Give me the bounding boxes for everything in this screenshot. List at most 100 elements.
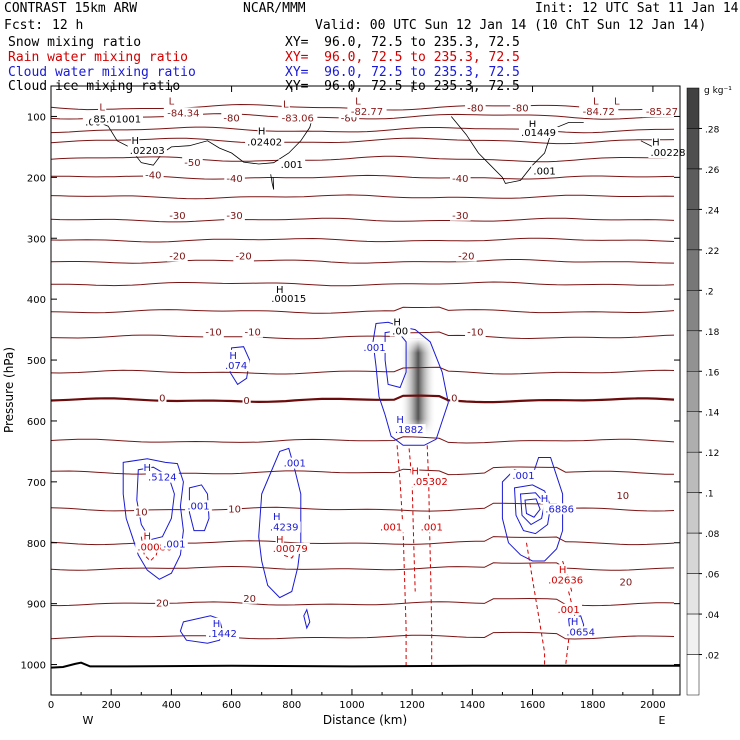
extremum-label-bg [143, 461, 152, 473]
rain-contour [426, 445, 433, 666]
colorbar-tick-label: .16 [705, 368, 720, 378]
isotherm-label-bg [456, 250, 477, 262]
isotherm [50, 366, 675, 375]
extremum-label: H [144, 532, 152, 543]
colorbar-tick-label: .06 [705, 571, 720, 581]
colorbar-tick-label: .22 [705, 247, 719, 257]
extremum-label-bg [245, 136, 285, 148]
extremum-label-bg [145, 471, 179, 483]
extremum-label-bg [510, 469, 537, 481]
extremum-label-bg [272, 511, 281, 523]
isotherm [50, 331, 675, 340]
forecast-hour: 12 h [52, 18, 84, 33]
legend-cloud-water-xy: XY= 96.0, 72.5 to 235.3, 72.5 [285, 65, 520, 80]
x-tick-label: 0 [48, 700, 54, 711]
extremum-label: H [229, 351, 237, 362]
extremum-label-bg [389, 325, 411, 337]
y-tick-label: 900 [27, 600, 46, 611]
isotherm-label: -50 [184, 158, 200, 169]
extremum-label-bg [228, 349, 238, 361]
rain-contour [396, 445, 407, 666]
extremum-label: .001 [421, 523, 443, 534]
extremum-label-bg [612, 95, 621, 107]
isotherm [50, 259, 675, 264]
extremum-label-bg [528, 118, 537, 130]
x-tick-label: 1800 [580, 700, 605, 711]
legend-snow-xy: XY= 96.0, 72.5 to 235.3, 72.5 [285, 35, 520, 50]
x-tick-label: 1000 [339, 700, 364, 711]
extremum-label-bg [546, 574, 586, 586]
y-axis-title: Pressure (hPa) [2, 347, 16, 433]
extremum-label-bg [98, 101, 107, 113]
extremum-label: H [393, 317, 401, 328]
extremum-label: .001 [187, 501, 209, 512]
isotherm-label: -10 [205, 328, 221, 339]
extremum-label: .5124 [148, 473, 177, 484]
extremum-label-bg [222, 360, 250, 372]
extremum-label-bg [361, 341, 388, 353]
cloud-water-contour [229, 346, 251, 386]
extremum-label-bg [591, 95, 600, 107]
model-title: CONTRAST 15km ARW [4, 1, 138, 16]
extremum-label: .001 [284, 459, 306, 470]
extremum-label: .01449 [521, 128, 556, 139]
isotherm-label-bg [143, 169, 164, 181]
colorbar-cell [686, 492, 700, 534]
isotherm-label-bg [233, 250, 254, 262]
colorbar-tick-label: .14 [705, 409, 720, 419]
extremum-label-bg [163, 107, 204, 119]
extremum-label-bg [212, 617, 221, 629]
isotherm-label-bg [618, 576, 634, 588]
isotherm-label: 20 [619, 577, 632, 588]
isotherm [50, 436, 675, 444]
x-axis-title: Distance (km) [323, 713, 407, 727]
extremum-label-bg [281, 457, 309, 469]
colorbar-tick-label: .18 [705, 328, 720, 338]
isotherm-label-bg [158, 392, 167, 404]
extremum-label-bg [167, 95, 176, 107]
extremum-label-bg [91, 113, 144, 125]
cloud-water-contour [303, 608, 311, 630]
extremum-label: H [144, 463, 152, 474]
colorbar-tick-label: .08 [705, 530, 720, 540]
isotherm-label-bg [450, 209, 471, 221]
isotherm-label: -20 [169, 252, 185, 263]
x-axis-east-label: E [659, 714, 666, 727]
plot-frame [50, 85, 681, 696]
cloud-water-contour [179, 615, 224, 644]
isotherm-label: 0 [243, 396, 249, 407]
isotherm-label-bg [338, 112, 360, 124]
isotherm-label-bg [221, 112, 242, 124]
cloud-ice-shading-fade [400, 338, 437, 434]
extremum-label-bg [570, 615, 579, 627]
extremum-label-bg [651, 136, 661, 148]
x-axis-west-label: W [83, 714, 94, 727]
cloud-water-contour [524, 498, 541, 518]
surface-terrain [50, 661, 680, 669]
extremum-label: -85.27 [646, 107, 678, 118]
extremum-label: .1882 [395, 425, 424, 436]
cloud-water-contour [122, 458, 184, 580]
extremum-label: .001 [281, 160, 303, 171]
extremum-label: H [529, 119, 537, 130]
extremum-label-bg [411, 465, 420, 477]
isotherm-label: -20 [458, 252, 474, 263]
isotherm [50, 217, 675, 223]
isotherm-label: 0 [159, 393, 165, 404]
colorbar-tick-label: .24 [705, 206, 720, 216]
colorbar-tick-label: .28 [705, 125, 720, 135]
isotherm-label-bg [227, 503, 242, 515]
y-tick-label: 100 [27, 112, 46, 123]
extremum-label-bg [143, 530, 152, 542]
colorbar-cell [686, 168, 700, 210]
extremum-label: .02636 [548, 576, 583, 587]
y-tick-label: 800 [27, 539, 46, 550]
valid-time: Valid: 00 UTC Sun 12 Jan 14 (10 ChT Sun … [315, 18, 707, 33]
isotherm-label: -40 [145, 171, 161, 182]
isotherm-label: -20 [235, 252, 251, 263]
extremum-label-bg [278, 112, 318, 124]
legend-cloud-water-name: Cloud water mixing ratio [8, 65, 196, 80]
legend-rain-name: Rain water mixing ratio [8, 50, 189, 65]
colorbar-cell [686, 87, 700, 129]
extremum-label: -84.34 [167, 108, 199, 119]
